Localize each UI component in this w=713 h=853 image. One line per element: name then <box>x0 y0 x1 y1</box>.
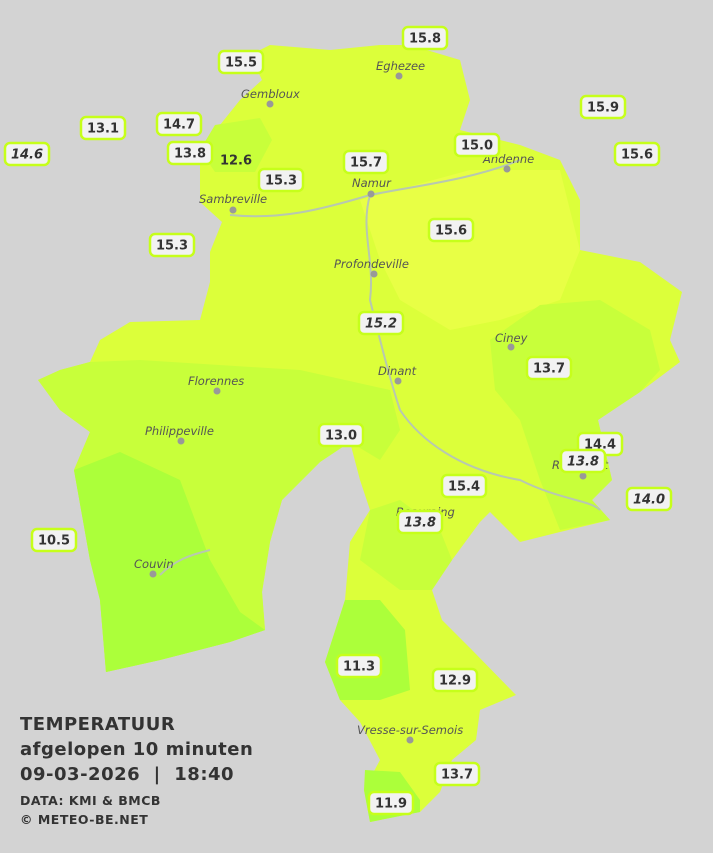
legend-subtitle: afgelopen 10 minuten <box>20 739 254 760</box>
station-value: 15.0 <box>461 139 493 154</box>
city-dot <box>394 377 402 385</box>
station-box <box>257 167 305 193</box>
station-box <box>30 527 78 553</box>
station-box <box>166 140 214 166</box>
city-label: Florennes <box>188 374 244 388</box>
city-dot <box>507 343 515 351</box>
station-value: 13.8 <box>404 516 436 531</box>
cool-zone-north <box>200 118 272 172</box>
city-label: Philippeville <box>145 424 214 438</box>
station-box <box>440 473 488 499</box>
station-value: 15.8 <box>409 32 441 47</box>
station-value: 11.3 <box>343 660 375 675</box>
station-value: 14.6 <box>11 148 43 163</box>
station-box <box>427 217 475 243</box>
station-value: 10.5 <box>38 534 70 549</box>
station-box <box>559 448 607 474</box>
station-box <box>3 141 51 167</box>
city-label: Dinant <box>378 364 417 378</box>
warm-zone <box>360 170 580 330</box>
station-value: 15.3 <box>265 174 297 189</box>
station-value: 14.7 <box>163 118 195 133</box>
cold-zone <box>74 452 265 672</box>
station-box <box>401 25 449 51</box>
station-value: 15.5 <box>225 56 257 71</box>
station-value: 15.9 <box>587 101 619 116</box>
station-value: 13.8 <box>567 455 599 470</box>
legend-title: TEMPERATUUR <box>20 714 176 735</box>
station-box <box>433 761 481 787</box>
station-value: 13.8 <box>174 147 206 162</box>
city-dot <box>177 437 185 445</box>
city-dot <box>503 165 511 173</box>
legend-source: DATA: KMI & BMCB <box>20 793 161 808</box>
station-value: 13.7 <box>441 768 473 783</box>
station-value: 14.0 <box>633 493 665 508</box>
station-value: 11.9 <box>375 797 407 812</box>
station-value: 13.1 <box>87 122 119 137</box>
station-box <box>357 310 405 336</box>
station-box <box>396 509 444 535</box>
station-box <box>367 790 415 816</box>
station-value: 15.6 <box>621 148 653 163</box>
city-dot <box>149 570 157 578</box>
station-box <box>342 149 390 175</box>
station-box <box>453 132 501 158</box>
station-box <box>613 141 661 167</box>
city-dot <box>370 270 378 278</box>
station-box <box>155 111 203 137</box>
station-value: 12.9 <box>439 674 471 689</box>
city-dot <box>266 100 274 108</box>
city-dot <box>579 472 587 480</box>
city-label: Ciney <box>495 331 528 345</box>
station-value: 15.7 <box>350 156 382 171</box>
legend-datetime: 09-03-2026 | 18:40 <box>20 764 235 785</box>
station-value: 12.6 <box>220 154 252 169</box>
city-dot <box>213 387 221 395</box>
city-dot <box>229 206 237 214</box>
station-value: 15.6 <box>435 224 467 239</box>
station-box <box>335 653 383 679</box>
station-value: 15.3 <box>156 239 188 254</box>
city-dot <box>367 190 375 198</box>
station-value: 13.7 <box>533 362 565 377</box>
city-label: Eghezee <box>376 59 425 73</box>
station-box <box>431 667 479 693</box>
legend-copyright: © METEO-BE.NET <box>20 812 149 827</box>
legend: TEMPERATUUR afgelopen 10 minuten 09-03-2… <box>20 712 253 829</box>
city-label: Couvin <box>134 557 174 571</box>
station-value: 15.4 <box>448 480 480 495</box>
station-box <box>625 486 673 512</box>
station-box <box>79 115 127 141</box>
station-box <box>317 422 365 448</box>
station-box <box>148 232 196 258</box>
station-box <box>579 94 627 120</box>
city-label: Gembloux <box>241 87 300 101</box>
station-value: 15.2 <box>365 317 397 332</box>
station-box <box>525 355 573 381</box>
city-dot <box>406 736 414 744</box>
city-label: Sambreville <box>199 192 267 206</box>
station-value: 13.0 <box>325 429 357 444</box>
station-box <box>217 49 265 75</box>
city-dot <box>395 72 403 80</box>
city-label: Namur <box>352 176 392 190</box>
city-label: Vresse-sur-Semois <box>357 723 463 737</box>
city-label: Profondeville <box>334 257 409 271</box>
